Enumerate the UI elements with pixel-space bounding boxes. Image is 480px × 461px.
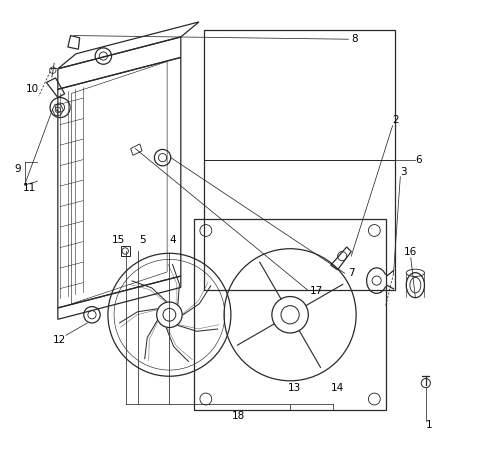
Text: 17: 17 [310, 286, 323, 296]
Text: 9: 9 [14, 164, 21, 174]
Text: 6: 6 [415, 155, 422, 165]
Text: 14: 14 [330, 383, 344, 393]
Text: 5: 5 [139, 235, 145, 245]
Text: 16: 16 [404, 247, 418, 257]
Text: 15: 15 [111, 235, 125, 245]
Bar [204, 30, 395, 290]
Text: 8: 8 [351, 34, 358, 44]
Bar [194, 219, 386, 410]
Text: 7: 7 [348, 268, 355, 278]
Text: 3: 3 [400, 167, 407, 177]
Text: 2: 2 [393, 115, 399, 125]
Text: 4: 4 [170, 235, 176, 245]
Text: 12: 12 [53, 335, 66, 345]
Text: 18: 18 [232, 411, 245, 421]
Text: 1: 1 [426, 420, 432, 431]
Bar [120, 247, 130, 255]
Text: 13: 13 [288, 383, 301, 393]
Text: 10: 10 [26, 84, 39, 95]
Text: 11: 11 [23, 183, 36, 193]
